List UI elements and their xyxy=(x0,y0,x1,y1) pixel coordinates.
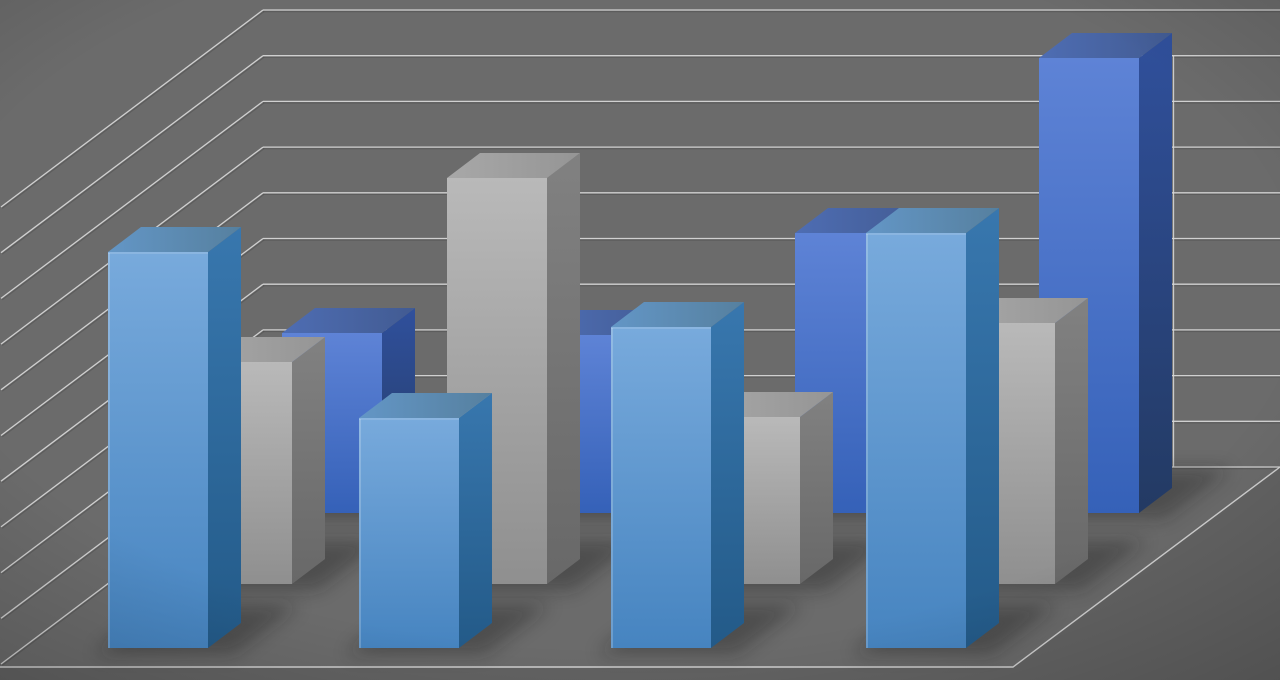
chart-background xyxy=(0,0,1280,680)
bar3d-chart xyxy=(0,0,1280,680)
